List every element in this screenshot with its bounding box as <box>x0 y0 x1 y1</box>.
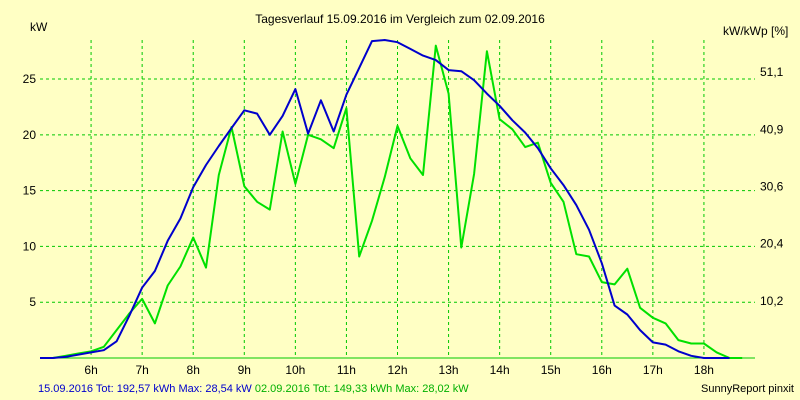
y-tick-label: 15 <box>23 184 37 198</box>
footer-credit: SunnyReport pinxit <box>701 383 794 395</box>
y-tick-label: 5 <box>29 295 36 309</box>
chart-title: Tagesverlauf 15.09.2016 im Vergleich zum… <box>255 12 545 26</box>
y2-tick-label: 20,4 <box>760 237 784 251</box>
x-tick-label: 8h <box>187 363 200 377</box>
footer-summary: 15.09.2016 Tot: 192,57 kWh Max: 28,54 kW… <box>38 383 469 395</box>
x-tick-label: 17h <box>643 363 663 377</box>
y-tick-label: 10 <box>23 239 37 253</box>
y-axis-label: kW <box>30 20 48 34</box>
x-tick-label: 14h <box>490 363 510 377</box>
x-tick-label: 10h <box>285 363 305 377</box>
x-tick-label: 11h <box>337 363 356 377</box>
x-tick-label: 16h <box>592 363 612 377</box>
series-line <box>40 39 730 359</box>
series-line <box>40 44 743 359</box>
y-tick-label: 25 <box>23 72 37 86</box>
x-tick-label: 15h <box>541 363 561 377</box>
x-tick-label: 12h <box>387 363 407 377</box>
y2-tick-label: 30,6 <box>760 179 784 193</box>
y-tick-label: 20 <box>23 128 37 142</box>
tick-labels: 6h 7h 8h 9h 10h 11h 12h 13h 14h 15h 16h 17h 18h 5 10 15… <box>23 65 784 377</box>
grid <box>40 40 755 359</box>
x-tick-label: 6h <box>84 363 97 377</box>
y2-axis-label: kW/kWp [%] <box>723 24 788 38</box>
y2-tick-label: 10,2 <box>760 294 784 308</box>
series-2-summary: 02.09.2016 Tot: 149,33 kWh Max: 28,02 kW <box>254 383 469 395</box>
y2-tick-label: 40,9 <box>760 122 784 136</box>
y2-tick-label: 51,1 <box>760 65 784 79</box>
series-1-summary: 15.09.2016 Tot: 192,57 kWh Max: 28,54 kW <box>38 383 252 395</box>
x-tick-label: 7h <box>135 363 148 377</box>
x-tick-label: 13h <box>439 363 459 377</box>
x-tick-label: 18h <box>694 363 714 377</box>
series-layer <box>40 39 743 359</box>
x-tick-label: 9h <box>238 363 251 377</box>
